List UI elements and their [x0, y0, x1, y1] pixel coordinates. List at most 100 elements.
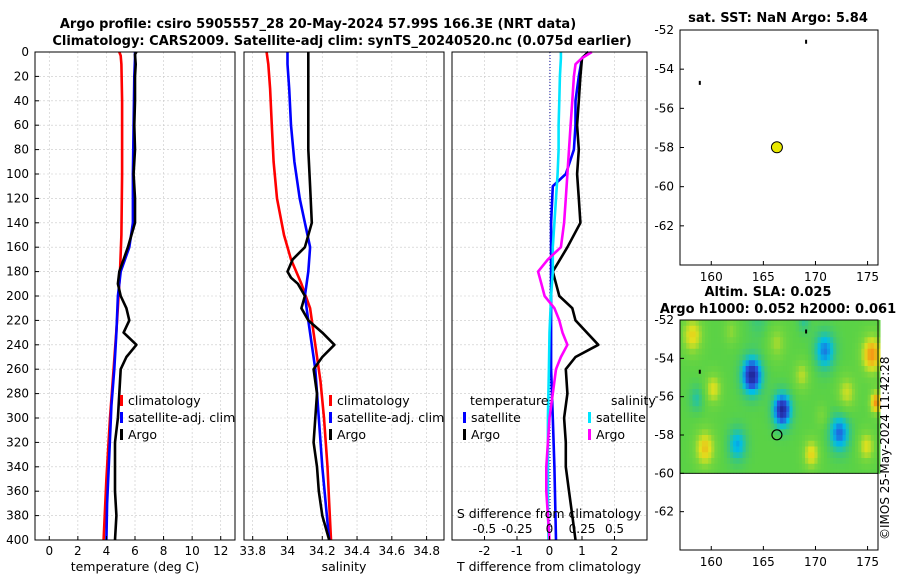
- ytick-label: 380: [6, 509, 29, 523]
- sla-cell: [730, 331, 734, 338]
- sla-cell: [736, 440, 740, 447]
- sla-cell: [820, 435, 825, 442]
- sla-cell: [686, 389, 690, 396]
- sla-cell: [805, 383, 809, 390]
- sla-cell: [761, 406, 765, 413]
- sla-cell: [761, 371, 765, 378]
- sla-cell: [708, 452, 712, 459]
- sla-cell: [836, 354, 840, 361]
- sla-cell: [680, 389, 684, 396]
- sla-cell: [776, 354, 781, 361]
- sla-cell: [789, 354, 793, 361]
- sla-cell: [867, 435, 872, 442]
- sla-cell: [714, 412, 718, 419]
- sla-cell: [842, 325, 847, 332]
- sla-cell: [776, 320, 781, 327]
- sla-cell: [783, 371, 787, 378]
- sla-cell: [730, 394, 734, 401]
- sla-cell: [798, 354, 803, 361]
- sla-cell: [751, 406, 756, 413]
- sla-cell: [698, 331, 703, 338]
- sla-cell: [701, 406, 706, 413]
- sla-cell: [839, 325, 843, 332]
- sla-cell: [780, 331, 784, 338]
- sla-cell: [870, 383, 875, 390]
- sla-cell: [851, 337, 856, 344]
- sla-cell: [742, 440, 747, 447]
- sla-cell: [814, 320, 818, 327]
- sla-cell: [751, 394, 756, 401]
- sla-cell: [720, 429, 725, 436]
- sla-cell: [798, 394, 803, 401]
- sla-cell: [789, 325, 793, 332]
- sla-cell: [680, 440, 684, 447]
- sla-cell: [833, 389, 837, 396]
- sla-cell: [861, 354, 865, 361]
- sla-cell: [736, 429, 740, 436]
- sla-cell: [817, 452, 822, 459]
- sla-cell: [870, 360, 875, 367]
- sla-cell: [848, 406, 853, 413]
- sla-cell: [839, 406, 843, 413]
- sla-cell: [848, 423, 853, 430]
- sla-cell: [851, 469, 856, 474]
- sla-cell: [701, 423, 706, 430]
- sla-cell: [845, 469, 850, 474]
- sla-cell: [792, 325, 797, 332]
- sla-cell: [736, 389, 740, 396]
- sla-cell: [773, 354, 778, 361]
- sla-cell: [748, 320, 753, 327]
- sla-cell: [845, 337, 850, 344]
- sla-cell: [742, 463, 747, 470]
- sla-cell: [845, 423, 850, 430]
- sla-cell: [823, 331, 828, 338]
- sla-cell: [845, 412, 850, 419]
- sla-cell: [748, 325, 753, 332]
- sla-cell: [826, 406, 831, 413]
- sla-cell: [726, 458, 731, 465]
- sla-cell: [701, 458, 706, 465]
- sla-cell: [817, 458, 822, 465]
- sla-cell: [805, 348, 809, 355]
- sla-cell: [708, 440, 712, 447]
- sla-cell: [830, 463, 834, 470]
- sla-cell: [789, 394, 793, 401]
- sla-cell: [745, 429, 750, 436]
- sla-cell: [848, 458, 853, 465]
- sla-cell: [726, 383, 731, 390]
- sla-cell: [683, 360, 687, 367]
- sla-cell: [730, 440, 734, 447]
- sla-cell: [686, 366, 690, 373]
- sla-cell: [851, 354, 856, 361]
- sla-cell: [805, 331, 809, 338]
- sla-cell: [745, 452, 750, 459]
- sla-cell: [808, 423, 812, 430]
- sla-cell: [826, 343, 831, 350]
- sla-cell: [823, 400, 828, 407]
- sla-cell: [870, 348, 875, 355]
- sla-cell: [836, 366, 840, 373]
- sla-cell: [698, 435, 703, 442]
- sla-cell: [811, 458, 815, 465]
- sla-cell: [873, 458, 878, 465]
- sla-cell: [714, 331, 718, 338]
- sla-cell: [717, 423, 722, 430]
- sla-cell: [836, 435, 840, 442]
- sla-cell: [683, 463, 687, 470]
- sla-cell: [755, 458, 759, 465]
- sla-cell: [858, 469, 862, 474]
- sla-cell: [739, 337, 743, 344]
- sla-cell: [811, 325, 815, 332]
- sla-cell: [801, 412, 806, 419]
- sla-cell: [767, 348, 772, 355]
- sla-cell: [839, 383, 843, 390]
- sla-cell: [723, 406, 728, 413]
- sla-cell: [851, 429, 856, 436]
- sla-cell: [820, 343, 825, 350]
- sla-cell: [795, 360, 800, 367]
- sla-cell: [714, 400, 718, 407]
- sla-cell: [845, 348, 850, 355]
- sla-cell: [680, 320, 684, 327]
- sla-cell: [851, 389, 856, 396]
